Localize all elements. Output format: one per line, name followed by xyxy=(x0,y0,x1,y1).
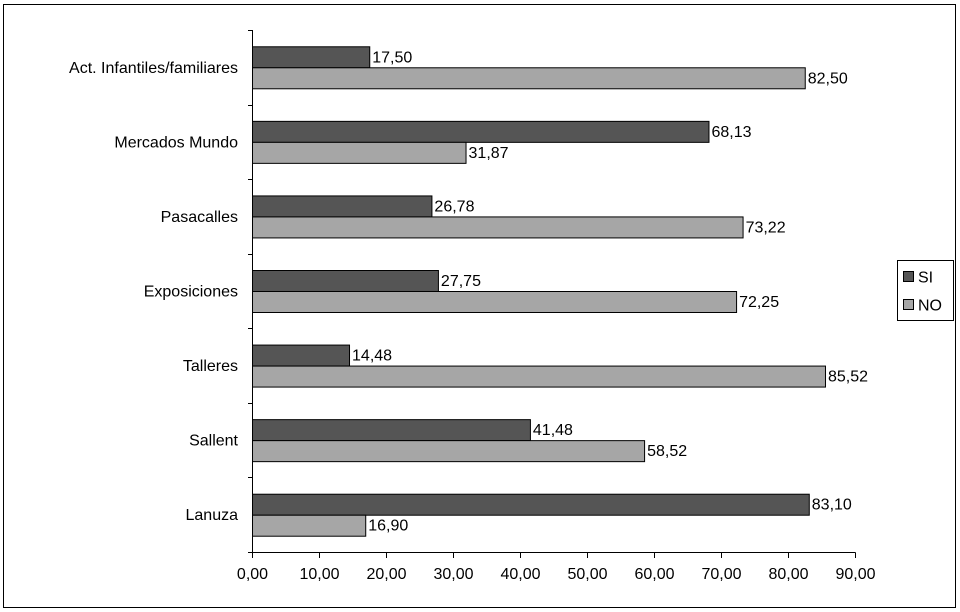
bar-si-mercados-mundo xyxy=(252,120,710,143)
data-labels-group: 17,50 82,50 68,13 31,87 26,78 73,22 27,75 72,25… xyxy=(352,49,868,534)
legend: SI NO xyxy=(897,260,954,321)
category-label-talleres: Talleres xyxy=(183,358,238,375)
data-label-no-exposiciones: 72,25 xyxy=(739,294,779,311)
x-tick-label: 0,00 xyxy=(237,566,268,583)
data-label-si-act-infantiles-familiares: 17,50 xyxy=(372,49,412,66)
category-label-act-infantiles-familiares: Act. Infantiles/familiares xyxy=(69,60,238,77)
category-labels-group: Act. Infantiles/familiares Mercados Mundo… xyxy=(69,30,253,553)
data-label-si-talleres: 14,48 xyxy=(352,348,392,365)
x-tick-label: 70,00 xyxy=(701,566,741,583)
category-label-pasacalles: Pasacalles xyxy=(161,209,238,226)
category-label-mercados-mundo: Mercados Mundo xyxy=(114,134,238,151)
bar-si-exposiciones xyxy=(252,270,439,292)
data-label-si-mercados-mundo: 68,13 xyxy=(711,124,751,141)
legend-swatch-si xyxy=(903,271,914,282)
bar-no-mercados-mundo xyxy=(252,141,467,164)
legend-label-no: NO xyxy=(918,298,942,315)
data-label-no-lanuza: 16,90 xyxy=(368,518,408,535)
x-tick-label: 10,00 xyxy=(299,566,339,583)
x-tick-label: 60,00 xyxy=(634,566,674,583)
legend-swatch-no xyxy=(903,299,914,310)
bar-no-exposiciones xyxy=(252,291,738,313)
data-label-no-pasacalles: 73,22 xyxy=(746,219,786,236)
data-label-no-talleres: 85,52 xyxy=(828,369,868,386)
bar-si-act-infantiles-familiares xyxy=(252,46,371,69)
x-tick-label: 50,00 xyxy=(567,566,607,583)
x-tick-label: 90,00 xyxy=(835,566,875,583)
data-label-no-act-infantiles-familiares: 82,50 xyxy=(808,70,848,87)
data-label-si-sallent: 41,48 xyxy=(533,422,573,439)
bar-si-lanuza xyxy=(252,493,810,516)
bars-group xyxy=(252,46,826,537)
x-tick-label: 40,00 xyxy=(500,566,540,583)
x-tick-label: 20,00 xyxy=(366,566,406,583)
bar-no-pasacalles xyxy=(252,216,744,239)
category-label-lanuza: Lanuza xyxy=(186,507,239,524)
bar-si-pasacalles xyxy=(252,195,433,218)
category-label-sallent: Sallent xyxy=(189,433,238,450)
bar-si-sallent xyxy=(252,419,531,442)
x-tick-label: 80,00 xyxy=(768,566,808,583)
bar-si-talleres xyxy=(252,344,351,367)
x-axis: 0,00 10,00 20,00 30,00 40,00 50,00 60,00 70,00 8… xyxy=(237,552,876,583)
bar-no-sallent xyxy=(252,440,646,463)
data-label-no-mercados-mundo: 31,87 xyxy=(469,145,509,162)
bar-no-talleres xyxy=(252,365,826,388)
data-label-no-sallent: 58,52 xyxy=(647,443,687,460)
bar-no-act-infantiles-familiares xyxy=(252,67,806,90)
data-label-si-exposiciones: 27,75 xyxy=(441,273,481,290)
legend-label-si: SI xyxy=(918,270,933,287)
legend-box xyxy=(897,260,954,321)
data-label-si-pasacalles: 26,78 xyxy=(434,198,474,215)
bar-no-lanuza xyxy=(252,514,367,537)
data-label-si-lanuza: 83,10 xyxy=(812,497,852,514)
x-tick-label: 30,00 xyxy=(433,566,473,583)
category-label-exposiciones: Exposiciones xyxy=(144,284,238,301)
